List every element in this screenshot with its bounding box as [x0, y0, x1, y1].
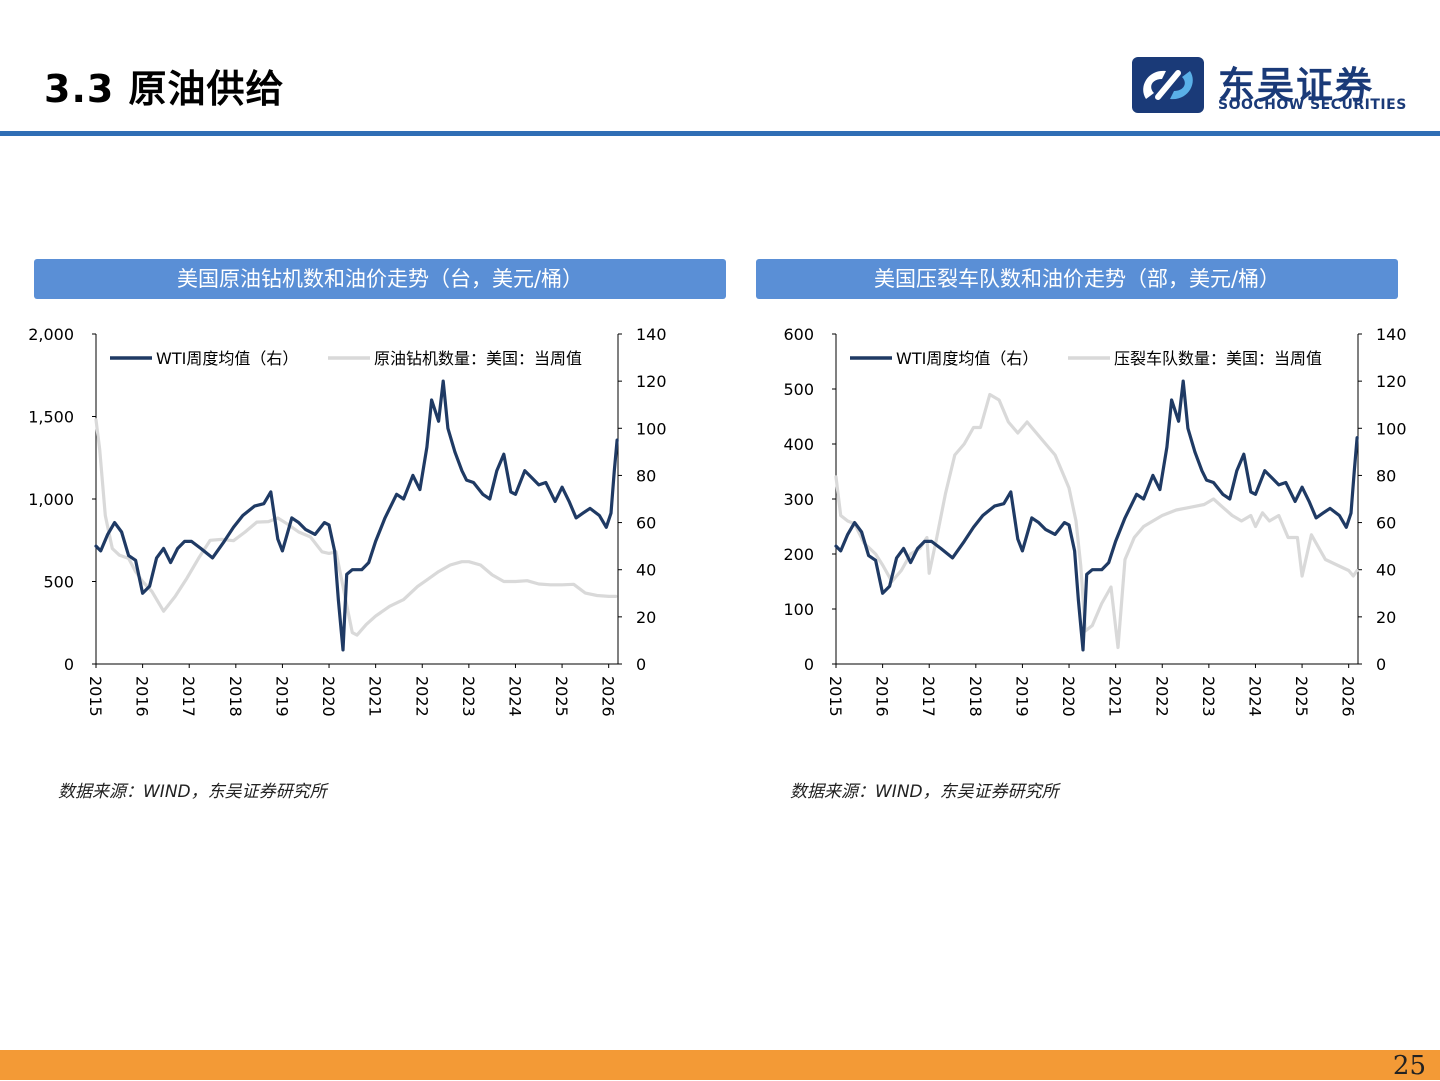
chart-1-x-tick-label: 2025: [552, 676, 571, 717]
chart-2-x-tick-label: 2021: [1106, 676, 1125, 717]
chart-1-wti-series-line: [94, 379, 619, 652]
chart-2-source: 数据来源：WIND，东吴证券研究所: [790, 782, 1059, 802]
chart-2-right-tick-label: 120: [1376, 372, 1407, 391]
chart-1-x-tick-label: 2020: [319, 676, 338, 717]
chart-1-left-tick-label: 1,500: [28, 408, 74, 427]
chart-1-x-tick-label: 2021: [366, 676, 385, 717]
chart-2-x-tick-label: 2018: [966, 676, 985, 717]
chart-1-left-tick-label: 500: [43, 573, 74, 592]
chart-2-x-tick-label: 2016: [873, 676, 892, 717]
chart-1-header: 美国原油钻机数和油价走势（台，美元/桶）: [34, 259, 726, 299]
chart-2-left-tick-label: 200: [783, 545, 814, 564]
chart-2-right-tick-label: 20: [1376, 608, 1396, 627]
company-logo-mark-icon: [1132, 57, 1204, 113]
header-divider: [0, 131, 1440, 136]
chart-2-x-tick-label: 2023: [1199, 676, 1218, 717]
chart-2-x-tick-label: 2022: [1152, 676, 1171, 717]
chart-1-x-tick-label: 2024: [505, 676, 524, 717]
chart-2-legend-label: WTI周度均值（右）: [896, 349, 1038, 368]
chart-2-header: 美国压裂车队数和油价走势（部，美元/桶）: [756, 259, 1398, 299]
chart-2-left-tick-label: 600: [783, 325, 814, 344]
chart-2-right-tick-label: 80: [1376, 466, 1396, 485]
chart-1-panel: 0 500 1,000 1,500 2,000 0 20 40 60 80 100 120 140 201…: [24, 312, 676, 722]
chart-2-x-tick-label: 2020: [1059, 676, 1078, 717]
chart-2-left-tick-label: 300: [783, 490, 814, 509]
chart-1-source: 数据来源：WIND，东吴证券研究所: [58, 782, 327, 802]
page-number: 25: [1392, 1051, 1426, 1081]
chart-2-legend-label: 压裂车队数量：美国：当周值: [1114, 349, 1322, 368]
chart-1-svg: 0 500 1,000 1,500 2,000 0 20 40 60 80 100 120 140 201…: [28, 325, 667, 717]
chart-1-x-tick-label: 2022: [412, 676, 431, 717]
logo: 东吴证券 SOOCHOW SECURITIES: [1132, 55, 1412, 115]
chart-2-x-tick-label: 2017: [919, 676, 938, 717]
chart-2-x-tick-label: 2026: [1339, 676, 1358, 717]
chart-1-x-tick-label: 2023: [459, 676, 478, 717]
chart-1-count-series-line: [94, 418, 618, 637]
chart-1-right-tick-label: 80: [636, 466, 656, 485]
chart-2-left-tick-label: 100: [783, 600, 814, 619]
chart-2-right-tick-label: 60: [1376, 514, 1396, 533]
chart-1-x-tick-label: 2015: [86, 676, 105, 717]
chart-2-x-tick-label: 2025: [1292, 676, 1311, 717]
logo-chinese-name: 东吴证券: [1218, 64, 1374, 107]
chart-2-x-tick-label: 2019: [1012, 676, 1031, 717]
chart-2-svg: 0 100 200 300 400 500 600 0 20 40 60 80 100 120 140 201…: [783, 325, 1407, 717]
chart-2-left-tick-label: 400: [783, 435, 814, 454]
chart-2-panel: 0 100 200 300 400 500 600 0 20 40 60 80 100 120 140 201…: [764, 312, 1416, 722]
chart-2-right-tick-label: 40: [1376, 561, 1396, 580]
chart-2-left-tick-label: 0: [804, 655, 814, 674]
chart-2-x-tick-label: 2024: [1245, 676, 1264, 717]
chart-1-x-tick-label: 2016: [133, 676, 152, 717]
page-title: 3.3 原油供给: [44, 67, 285, 111]
chart-1-right-tick-label: 40: [636, 561, 656, 580]
chart-1-left-tick-label: 2,000: [28, 325, 74, 344]
chart-1-legend-label: 原油钻机数量：美国：当周值: [374, 349, 582, 368]
chart-1-x-tick-label: 2026: [599, 676, 618, 717]
chart-2-right-tick-label: 0: [1376, 655, 1386, 674]
chart-2-right-tick-label: 100: [1376, 419, 1407, 438]
chart-1-right-tick-label: 140: [636, 325, 667, 344]
chart-1-right-tick-label: 120: [636, 372, 667, 391]
chart-1-left-tick-label: 1,000: [28, 490, 74, 509]
chart-1-legend-label: WTI周度均值（右）: [156, 349, 298, 368]
chart-1-right-tick-label: 100: [636, 419, 667, 438]
chart-1-right-tick-label: 0: [636, 655, 646, 674]
chart-2-x-tick-label: 2015: [826, 676, 845, 717]
chart-2-count-series-line: [834, 392, 1359, 650]
chart-2-wti-series-line: [834, 379, 1359, 652]
chart-1-x-tick-label: 2018: [226, 676, 245, 717]
chart-1-x-tick-label: 2019: [272, 676, 291, 717]
logo-english-name: SOOCHOW SECURITIES: [1218, 97, 1407, 113]
chart-2-left-tick-label: 500: [783, 380, 814, 399]
chart-1-x-tick-label: 2017: [179, 676, 198, 717]
chart-2-right-tick-label: 140: [1376, 325, 1407, 344]
chart-1-left-tick-label: 0: [64, 655, 74, 674]
footer-bar: [0, 1050, 1440, 1080]
chart-1-right-tick-label: 60: [636, 514, 656, 533]
chart-1-right-tick-label: 20: [636, 608, 656, 627]
